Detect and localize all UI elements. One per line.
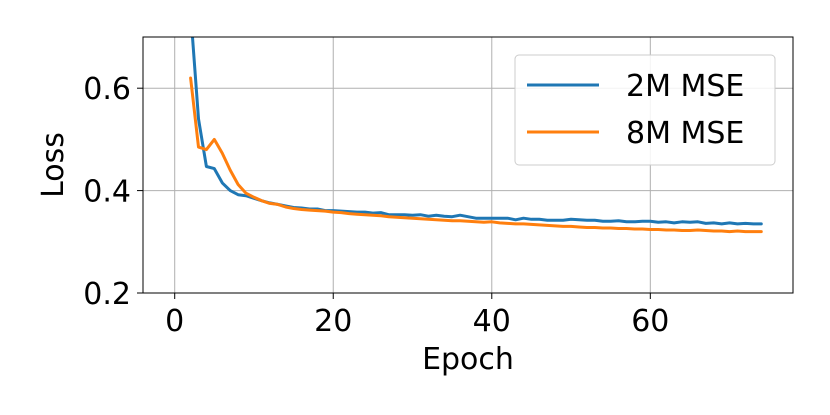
x-tick-label: 40: [473, 304, 511, 339]
y-tick-label: 0.4: [83, 175, 131, 210]
x-axis-label: Epoch: [422, 342, 514, 377]
y-tick-label: 0.2: [83, 277, 131, 312]
plot-frame: [142, 36, 794, 294]
ticks: 0 20 40 60 0.2 0.4 0.6: [83, 72, 669, 339]
legend-box: [514, 54, 776, 166]
x-tick-label: 20: [314, 304, 352, 339]
legend-label-8m-mse: 8M MSE: [626, 116, 744, 151]
y-tick-label: 0.6: [83, 72, 131, 107]
legend: 2M MSE 8M MSE: [514, 54, 776, 166]
x-tick-label: 60: [631, 304, 669, 339]
legend-label-2m-mse: 2M MSE: [626, 69, 744, 104]
series-line-8m-mse: [189, 76, 763, 234]
x-tick-label: 0: [165, 304, 184, 339]
series-layer: [189, 37, 763, 234]
y-axis-label: Loss: [36, 132, 71, 198]
